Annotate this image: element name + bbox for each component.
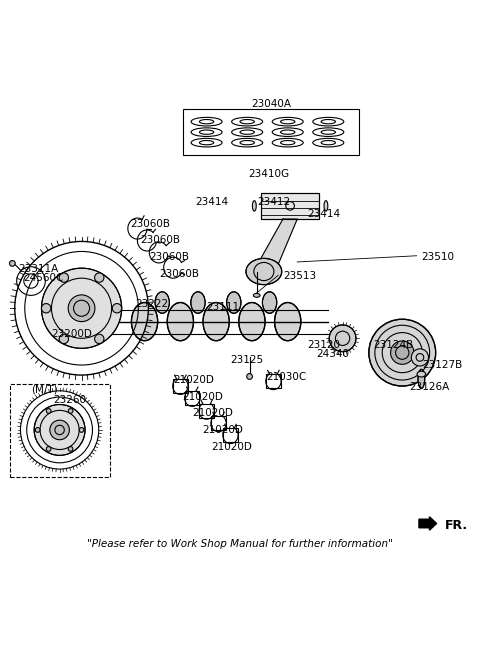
Text: 23040A: 23040A xyxy=(251,100,291,110)
Bar xyxy=(211,416,226,430)
Circle shape xyxy=(41,303,51,313)
Ellipse shape xyxy=(252,201,256,211)
Circle shape xyxy=(112,303,121,313)
Ellipse shape xyxy=(203,303,229,341)
Text: "Please refer to Work Shop Manual for further information": "Please refer to Work Shop Manual for fu… xyxy=(87,540,393,550)
Ellipse shape xyxy=(253,294,260,297)
Polygon shape xyxy=(250,219,297,279)
Text: 23414: 23414 xyxy=(307,209,340,219)
Text: 24340: 24340 xyxy=(316,349,349,359)
Circle shape xyxy=(329,325,356,352)
Bar xyxy=(10,384,110,477)
FancyArrow shape xyxy=(419,517,437,530)
Bar xyxy=(185,391,199,405)
Text: 23260: 23260 xyxy=(53,395,86,406)
Ellipse shape xyxy=(227,292,241,313)
Bar xyxy=(262,192,319,219)
Text: 23060B: 23060B xyxy=(130,219,170,229)
Text: 21020D: 21020D xyxy=(192,408,233,418)
Bar xyxy=(266,374,281,388)
Ellipse shape xyxy=(246,259,282,284)
Circle shape xyxy=(369,319,436,386)
Text: (M/T): (M/T) xyxy=(31,385,58,395)
Ellipse shape xyxy=(167,303,193,341)
Ellipse shape xyxy=(275,303,301,341)
Text: 23060B: 23060B xyxy=(140,235,180,246)
Circle shape xyxy=(95,273,104,283)
Circle shape xyxy=(95,334,104,343)
Circle shape xyxy=(59,334,69,343)
Bar xyxy=(223,428,238,443)
Ellipse shape xyxy=(418,369,425,388)
Ellipse shape xyxy=(324,201,328,211)
Bar xyxy=(183,110,360,155)
Ellipse shape xyxy=(132,303,157,341)
Text: 21020D: 21020D xyxy=(202,425,243,435)
Text: 23311A: 23311A xyxy=(18,264,59,274)
Circle shape xyxy=(41,268,121,349)
Text: 23200D: 23200D xyxy=(51,329,92,338)
Circle shape xyxy=(50,420,70,440)
Text: 23060B: 23060B xyxy=(159,269,199,279)
Text: 23412: 23412 xyxy=(257,197,290,207)
Circle shape xyxy=(68,295,95,321)
Circle shape xyxy=(59,273,69,283)
Text: 23513: 23513 xyxy=(283,272,316,281)
Text: 23124B: 23124B xyxy=(373,340,414,351)
Text: 23060B: 23060B xyxy=(149,252,189,262)
Ellipse shape xyxy=(191,292,205,313)
Text: 23120: 23120 xyxy=(307,340,340,351)
Circle shape xyxy=(36,428,40,432)
Text: 23127B: 23127B xyxy=(422,360,463,369)
Ellipse shape xyxy=(417,371,426,377)
Text: 21020D: 21020D xyxy=(173,375,214,385)
Text: 21030C: 21030C xyxy=(266,373,307,382)
Text: 21020D: 21020D xyxy=(211,442,252,452)
Ellipse shape xyxy=(239,303,265,341)
Ellipse shape xyxy=(10,260,15,266)
Text: 23222: 23222 xyxy=(135,299,168,309)
Text: 24560C: 24560C xyxy=(23,273,63,283)
Text: 21020D: 21020D xyxy=(183,391,224,402)
Text: FR.: FR. xyxy=(445,519,468,533)
Circle shape xyxy=(46,409,51,413)
Circle shape xyxy=(46,446,51,451)
Text: 23126A: 23126A xyxy=(409,382,450,392)
Ellipse shape xyxy=(247,374,252,379)
Text: 23410G: 23410G xyxy=(248,168,289,179)
Circle shape xyxy=(68,409,73,413)
Circle shape xyxy=(79,428,84,432)
Text: 23111: 23111 xyxy=(206,303,240,312)
Circle shape xyxy=(411,349,429,366)
Bar xyxy=(199,404,214,418)
Text: 23510: 23510 xyxy=(421,252,455,262)
Ellipse shape xyxy=(155,292,169,313)
Ellipse shape xyxy=(263,292,277,313)
Bar xyxy=(173,379,188,393)
Text: 23414: 23414 xyxy=(195,197,228,207)
Circle shape xyxy=(34,404,85,456)
Circle shape xyxy=(68,446,73,451)
Bar xyxy=(262,192,319,219)
Circle shape xyxy=(391,341,414,364)
Text: 23125: 23125 xyxy=(230,355,264,365)
